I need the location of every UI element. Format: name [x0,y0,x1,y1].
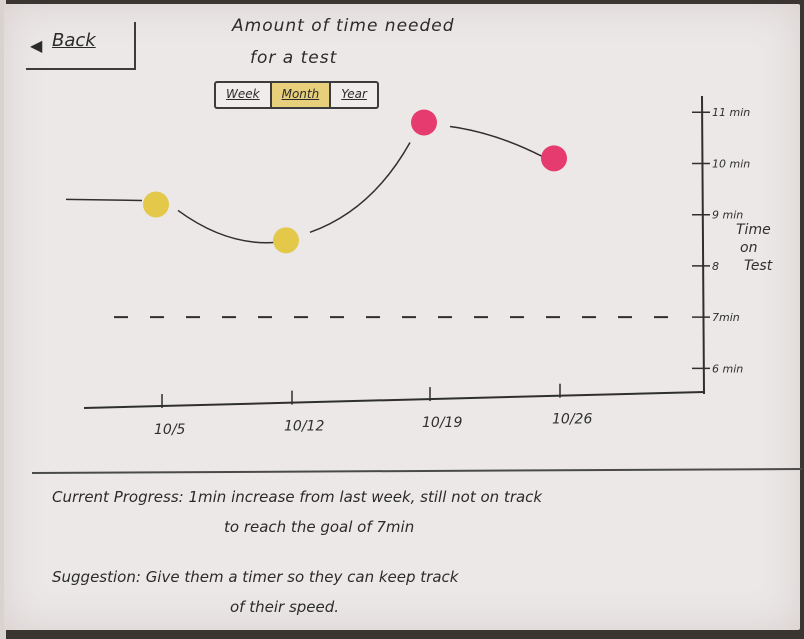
page-title: Amount of time needed for a test [232,10,552,74]
data-point [273,227,299,254]
paper-edge [0,0,6,639]
y-axis-label: Time on Test [736,222,773,274]
x-axis [83,391,705,409]
y-axis [701,95,705,395]
series-line-2 [309,142,411,234]
suggestion-label: Suggestion: [52,568,141,586]
y-tick-label: 6 min [712,362,743,375]
x-ticks: 10/5 10/12 10/19 10/26 [154,383,592,438]
x-tick-label: 10/5 [154,422,186,438]
title-line-2: for a test [250,48,338,68]
progress-text-1: 1min increase from last week, still not … [188,488,543,506]
y-ticks: 6 min 7min 8 9 min 10 min 11 min [692,106,750,375]
y-tick-label: 8 [712,260,719,273]
y-tick-label: 10 min [712,157,750,170]
back-button[interactable]: ◀ Back [26,22,136,70]
notes-section: Current Progress: 1min increase from las… [52,482,792,622]
back-button-label: Back [52,30,96,51]
tab-month[interactable]: Month [271,83,332,107]
series-line-3 [449,125,543,158]
series-line-1 [177,209,277,244]
data-point [143,191,169,218]
data-point [541,145,567,172]
lead-in-line [65,198,143,202]
suggestion-text-2: of their speed. [230,598,340,616]
suggestion-text-1: Give them a timer so they can keep track [145,568,459,586]
y-label-word: Test [744,258,773,274]
period-tabs: Week Month Year [214,81,379,109]
data-points [143,109,567,254]
progress-label: Current Progress: [52,488,184,506]
title-line-1: Amount of time needed [232,16,455,36]
x-tick-label: 10/26 [552,412,592,428]
paper-sketch: ◀ Back Amount of time needed for a test … [4,4,802,630]
progress-text-2: to reach the goal of 7min [224,518,415,536]
x-tick-label: 10/12 [284,419,324,435]
tab-year[interactable]: Year [341,87,367,101]
data-point [411,109,437,136]
back-arrow-icon: ◀ [30,36,43,55]
y-label-word: Time [736,222,771,238]
tab-week[interactable]: Week [216,83,272,107]
y-tick-label: 9 min [712,209,743,222]
x-tick-label: 10/19 [422,415,462,431]
y-tick-label: 7min [712,311,740,324]
y-label-word: on [740,240,757,256]
y-tick-label: 11 min [712,106,750,119]
